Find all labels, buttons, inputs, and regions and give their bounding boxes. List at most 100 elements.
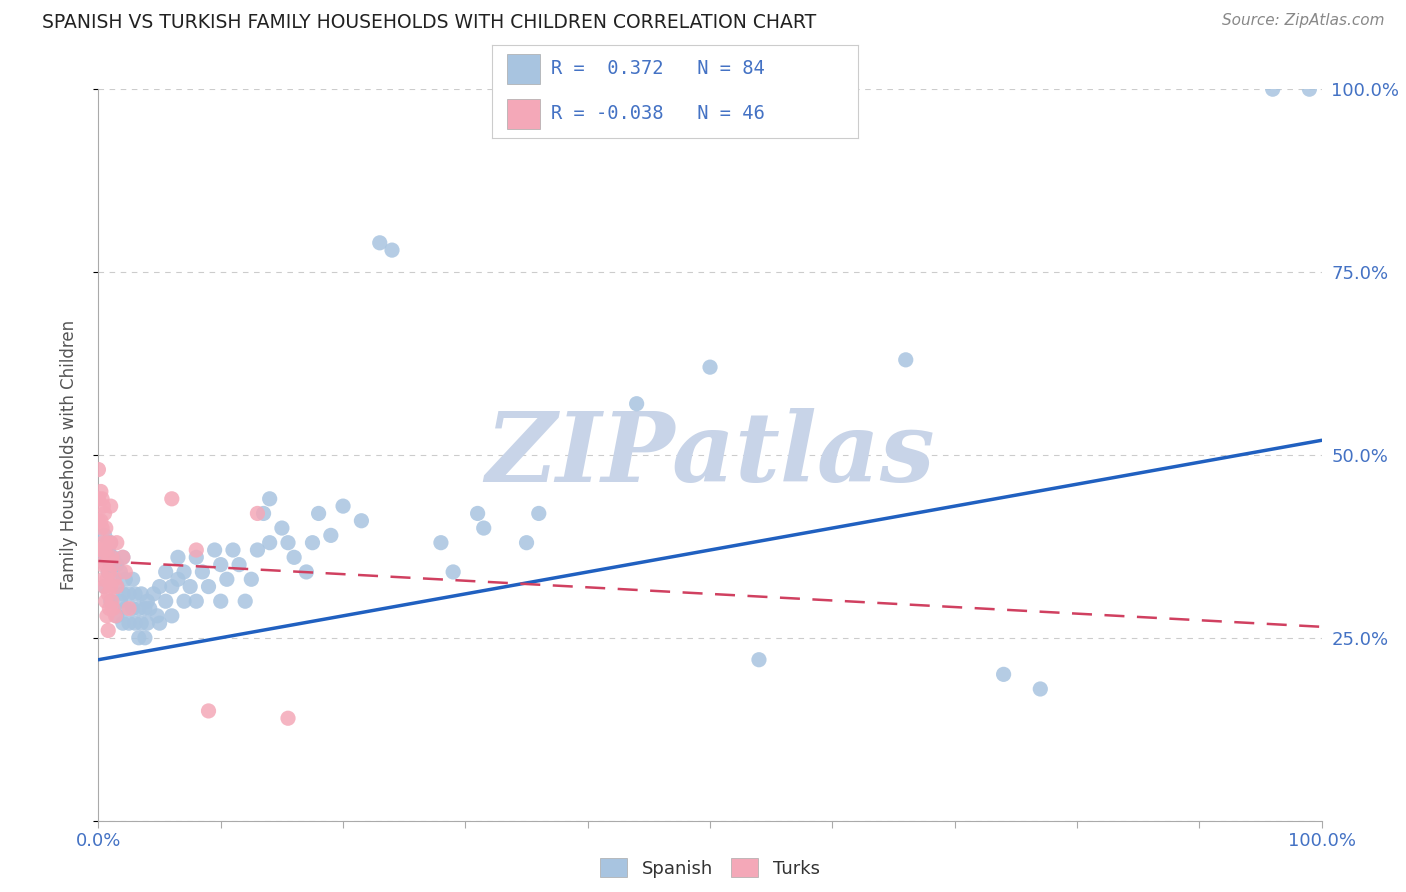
Point	[96, 608, 118, 623]
Point	[91, 535, 114, 549]
Point	[91, 558, 114, 572]
Point	[97, 624, 120, 638]
Point	[124, 587, 146, 601]
Y-axis label: Family Households with Children: Family Households with Children	[59, 320, 77, 590]
Point	[160, 580, 183, 594]
Point	[149, 580, 172, 594]
Point	[96, 535, 118, 549]
Point	[101, 594, 124, 608]
Point	[252, 507, 274, 521]
Point	[98, 601, 121, 615]
Point	[167, 572, 190, 586]
Point	[277, 535, 299, 549]
Point	[319, 528, 342, 542]
Text: ZIPatlas: ZIPatlas	[485, 408, 935, 502]
Point	[295, 565, 318, 579]
Point	[100, 558, 122, 572]
Point	[134, 631, 156, 645]
Bar	[506, 54, 540, 84]
Point	[134, 601, 156, 615]
Point	[94, 521, 117, 535]
Point	[136, 594, 159, 608]
Point	[105, 580, 128, 594]
Point	[173, 565, 195, 579]
Point	[91, 499, 114, 513]
Point	[101, 550, 124, 565]
Point	[993, 667, 1015, 681]
Point	[91, 491, 114, 506]
Point	[308, 507, 330, 521]
Point	[114, 572, 136, 586]
Point	[103, 572, 125, 586]
Point	[146, 608, 169, 623]
Point	[118, 616, 141, 631]
Point	[97, 550, 120, 565]
Point	[90, 543, 112, 558]
Point	[93, 580, 115, 594]
Point	[93, 543, 115, 558]
Point	[215, 572, 238, 586]
Point	[128, 601, 150, 615]
Point	[93, 580, 115, 594]
Point	[100, 580, 122, 594]
Point	[100, 594, 122, 608]
Point	[350, 514, 373, 528]
Point	[100, 499, 122, 513]
Point	[100, 535, 122, 549]
Point	[1261, 82, 1284, 96]
Point	[160, 608, 183, 623]
Point	[96, 572, 118, 586]
Point	[173, 594, 195, 608]
Point	[1029, 681, 1052, 696]
Point	[94, 594, 117, 608]
Point	[515, 535, 537, 549]
Point	[128, 631, 150, 645]
Point	[129, 616, 152, 631]
Point	[100, 535, 122, 549]
Point	[129, 587, 152, 601]
Point	[105, 608, 128, 623]
Point	[179, 580, 201, 594]
Point	[228, 558, 250, 572]
Point	[186, 550, 208, 565]
Point	[283, 550, 305, 565]
Point	[91, 521, 114, 535]
Point	[105, 535, 128, 549]
Point	[277, 711, 299, 725]
Point	[97, 565, 120, 579]
Point	[149, 616, 172, 631]
Point	[105, 580, 128, 594]
Point	[467, 507, 489, 521]
Point	[114, 565, 136, 579]
Point	[197, 580, 219, 594]
Text: Source: ZipAtlas.com: Source: ZipAtlas.com	[1222, 13, 1385, 29]
Point	[259, 491, 281, 506]
Point	[114, 601, 136, 615]
Point	[139, 601, 162, 615]
Point	[246, 543, 269, 558]
Point	[90, 514, 112, 528]
Point	[186, 543, 208, 558]
Text: R =  0.372   N = 84: R = 0.372 N = 84	[551, 60, 765, 78]
Point	[111, 550, 134, 565]
Point	[472, 521, 495, 535]
Point	[97, 587, 120, 601]
Point	[97, 543, 120, 558]
Point	[101, 601, 124, 615]
Point	[259, 535, 281, 549]
Point	[155, 565, 177, 579]
Point	[527, 507, 550, 521]
Point	[233, 594, 256, 608]
Point	[110, 594, 132, 608]
Point	[101, 572, 124, 586]
Point	[98, 565, 121, 579]
Point	[1298, 82, 1320, 96]
Point	[90, 484, 112, 499]
Point	[124, 616, 146, 631]
Point	[142, 587, 165, 601]
Point	[93, 528, 115, 542]
Point	[87, 543, 110, 558]
Point	[209, 558, 232, 572]
Point	[101, 550, 124, 565]
Point	[186, 594, 208, 608]
